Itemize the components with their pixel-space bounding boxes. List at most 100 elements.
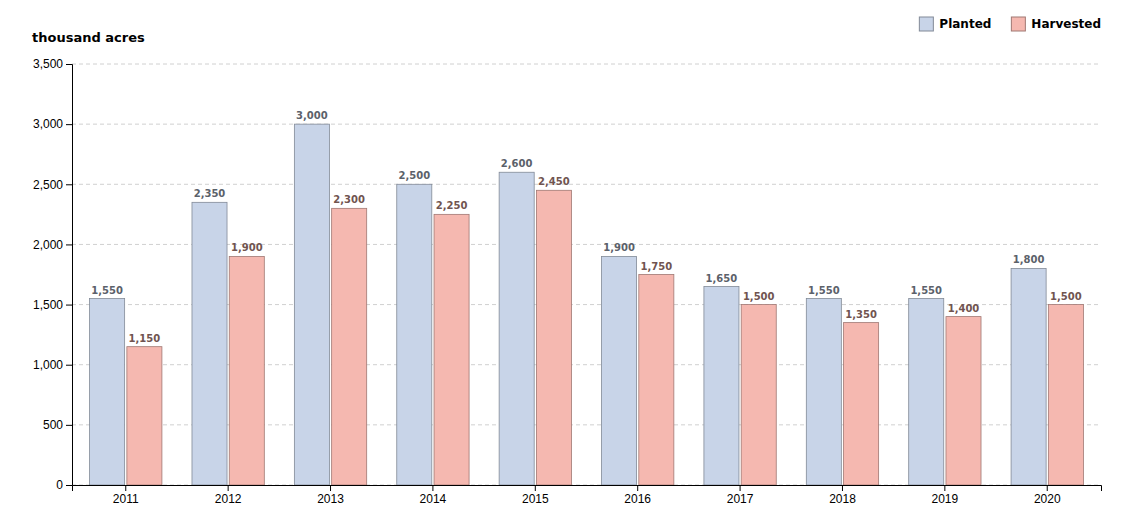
bar xyxy=(806,299,841,485)
y-axis: 0 500 1,000 1,500 2,000 2,500 3,000 3,500 xyxy=(33,57,73,492)
x-tick-label: 2017 xyxy=(727,492,754,506)
y-tick-mark xyxy=(66,244,72,245)
x-axis-line xyxy=(73,486,1102,492)
y-tick-mark xyxy=(66,184,72,185)
plot: 0 500 1,000 1,500 2,000 2,500 3,000 3,500 2011 20… xyxy=(33,57,1102,505)
legend-label: Planted xyxy=(939,17,991,31)
legend-item: Planted xyxy=(919,17,991,31)
x-tick-label: 2018 xyxy=(829,492,856,506)
y-tick: 500 xyxy=(43,418,72,432)
bar xyxy=(536,190,571,485)
x-tick-mark xyxy=(740,485,741,491)
y-tick-label: 2,000 xyxy=(33,238,63,252)
x-tick-mark xyxy=(330,485,331,491)
bar xyxy=(639,275,674,486)
bar xyxy=(741,305,776,485)
bar xyxy=(127,347,162,485)
x-tick: 2017 xyxy=(727,485,754,506)
y-tick-mark xyxy=(66,64,72,65)
y-tick: 3,000 xyxy=(33,117,72,131)
y-tick: 3,500 xyxy=(33,57,72,71)
grid-line xyxy=(72,64,1101,65)
y-tick: 2,500 xyxy=(33,178,72,192)
y-tick-mark xyxy=(66,365,72,366)
x-tick-mark xyxy=(637,485,638,491)
data-label: 2,300 xyxy=(333,194,365,205)
y-tick-label: 500 xyxy=(43,418,63,432)
legend-item: Harvested xyxy=(1011,17,1101,31)
x-tick: 2016 xyxy=(624,485,651,506)
y-tick-label: 2,500 xyxy=(33,178,63,192)
bar xyxy=(294,124,329,485)
grid-line xyxy=(72,184,1101,185)
grid-line xyxy=(72,124,1101,125)
y-tick-label: 1,500 xyxy=(33,298,63,312)
legend-label: Harvested xyxy=(1031,17,1101,31)
bar xyxy=(1011,268,1046,485)
data-label: 2,600 xyxy=(501,158,533,169)
y-axis-title: thousand acres xyxy=(32,30,145,45)
bar xyxy=(332,208,367,485)
y-tick-label: 3,500 xyxy=(33,57,63,71)
data-label: 1,500 xyxy=(743,291,775,302)
bar xyxy=(229,256,264,485)
x-tick-mark xyxy=(842,485,843,491)
data-label: 1,900 xyxy=(231,242,263,253)
data-label: 2,250 xyxy=(436,200,468,211)
x-tick-mark xyxy=(1047,485,1048,491)
y-tick-mark xyxy=(66,305,72,306)
data-label: 1,750 xyxy=(641,261,673,272)
data-label: 1,550 xyxy=(910,285,942,296)
bar xyxy=(1048,305,1083,485)
data-label: 1,400 xyxy=(948,303,980,314)
bars xyxy=(90,124,1084,485)
data-label: 1,500 xyxy=(1050,291,1082,302)
x-tick: 2013 xyxy=(317,485,344,506)
x-tick-label: 2013 xyxy=(317,492,344,506)
y-tick-label: 3,000 xyxy=(33,117,63,131)
data-label: 1,900 xyxy=(603,242,635,253)
legend-swatch xyxy=(1011,17,1025,31)
y-tick-mark xyxy=(66,425,72,426)
bar xyxy=(909,299,944,485)
x-tick: 2018 xyxy=(829,485,856,506)
bar xyxy=(499,172,534,485)
data-label: 2,500 xyxy=(398,170,430,181)
x-tick-label: 2020 xyxy=(1034,492,1061,506)
y-tick: 0 xyxy=(56,478,72,492)
y-tick: 1,000 xyxy=(33,358,72,372)
y-tick: 2,000 xyxy=(33,238,72,252)
y-tick: 1,500 xyxy=(33,298,72,312)
chart: 0 500 1,000 1,500 2,000 2,500 3,000 3,500 2011 20… xyxy=(0,0,1125,525)
x-tick: 2020 xyxy=(1034,485,1061,506)
x-tick-label: 2014 xyxy=(420,492,447,506)
legend-swatch xyxy=(919,17,933,31)
bar xyxy=(90,299,125,485)
x-tick-label: 2012 xyxy=(215,492,242,506)
data-labels: 1,5502,3503,0002,5002,6001,9001,6501,550… xyxy=(91,110,1081,344)
data-label: 2,350 xyxy=(194,188,226,199)
y-tick-label: 1,000 xyxy=(33,358,63,372)
x-tick-label: 2016 xyxy=(624,492,651,506)
x-tick-label: 2011 xyxy=(113,492,139,506)
x-tick: 2014 xyxy=(420,485,447,506)
bar-series xyxy=(90,124,1047,485)
bar xyxy=(397,184,432,485)
x-tick-mark xyxy=(432,485,433,491)
x-tick: 2015 xyxy=(522,485,549,506)
x-tick-mark xyxy=(535,485,536,491)
bar xyxy=(602,256,637,485)
x-tick-mark xyxy=(125,485,126,491)
x-tick: 2011 xyxy=(113,485,139,506)
x-tick-mark xyxy=(944,485,945,491)
bar-series xyxy=(127,190,1084,485)
data-label: 1,800 xyxy=(1013,254,1045,265)
data-label: 1,350 xyxy=(845,309,877,320)
legend: Planted Harvested xyxy=(919,17,1101,31)
y-tick-mark xyxy=(66,124,72,125)
x-tick-mark xyxy=(228,485,229,491)
data-label: 1,650 xyxy=(706,273,738,284)
data-label: 3,000 xyxy=(296,110,328,121)
bar xyxy=(192,202,227,485)
x-axis: 2011201220132014201520162017201820192020 xyxy=(73,485,1102,506)
